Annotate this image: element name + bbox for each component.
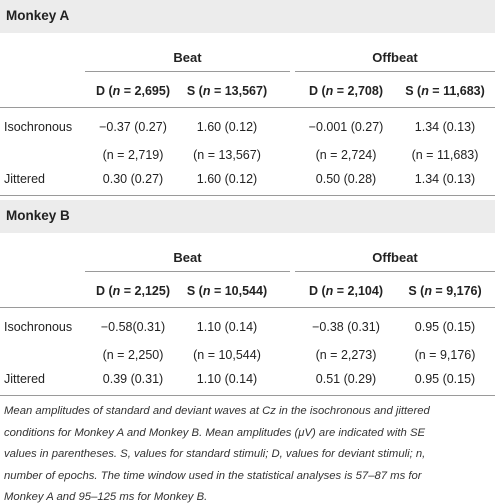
- group-header: Offbeat: [372, 250, 418, 265]
- section-title: Monkey A: [6, 8, 70, 23]
- column-header: S (n = 11,683): [390, 84, 495, 98]
- column-header-part: n: [202, 84, 211, 98]
- table-cell: 1.34 (0.13): [414, 172, 476, 186]
- table-cell: 1.10 (0.14): [196, 372, 258, 386]
- column-header: D (n = 2,695): [78, 84, 188, 98]
- column-header-part: = 2,708): [333, 84, 383, 98]
- column-header-part: n: [325, 84, 334, 98]
- table-cell: 0.95 (0.15): [414, 320, 476, 334]
- column-header-part: D (: [95, 284, 113, 298]
- column-header: D (n = 2,708): [291, 84, 401, 98]
- column-header-part: n: [421, 84, 429, 98]
- row-label: Isochronous: [4, 120, 73, 134]
- header-rule: [0, 307, 495, 308]
- table-cell: 0.51 (0.29): [315, 372, 377, 386]
- caption-line: conditions for Monkey A and Monkey B. Me…: [4, 426, 426, 439]
- group-header: Beat: [173, 50, 202, 65]
- group-header: Beat: [173, 250, 202, 265]
- table-cell: (n = 9,176): [414, 348, 476, 362]
- column-header-part: n: [112, 284, 121, 298]
- column-header-part: D (: [308, 84, 326, 98]
- column-header-part: = 11,683): [428, 84, 485, 98]
- column-header: D (n = 2,125): [78, 284, 188, 298]
- column-header-part: D (: [95, 84, 113, 98]
- table-cell: −0.001 (0.27): [308, 120, 384, 134]
- column-header: D (n = 2,104): [291, 284, 401, 298]
- caption-line: values in parentheses. S, values for sta…: [4, 448, 426, 460]
- table-cell: (n = 2,724): [315, 148, 377, 162]
- table-cell: 1.60 (0.12): [196, 120, 258, 134]
- column-header-part: n: [424, 284, 432, 298]
- section-band: [0, 0, 495, 33]
- table-cell: (n = 2,719): [102, 148, 164, 162]
- table-cell: −0.38 (0.31): [312, 320, 380, 334]
- caption-line: number of epochs. The time window used i…: [4, 469, 422, 482]
- section-rule: [0, 195, 495, 196]
- column-header-part: S (: [405, 84, 422, 98]
- column-header-part: S (: [186, 84, 203, 98]
- section-title: Monkey B: [6, 208, 70, 223]
- row-label: Isochronous: [4, 320, 73, 334]
- column-header-part: = 2,695): [120, 84, 170, 98]
- table-cell: 0.39 (0.31): [102, 372, 164, 386]
- column-header-part: = 13,567): [210, 84, 268, 98]
- group-rule: [295, 271, 495, 272]
- table-cell: −0.37 (0.27): [99, 120, 167, 134]
- table-cell: (n = 11,683): [411, 148, 479, 162]
- table-cell: 0.50 (0.28): [315, 172, 377, 186]
- caption-line: Monkey A and 95–125 ms for Monkey B.: [4, 491, 208, 503]
- column-header-part: = 9,176): [431, 284, 482, 298]
- table-cell: (n = 10,544): [193, 348, 261, 362]
- table-cell: −0.58(0.31): [100, 320, 166, 334]
- column-header-part: n: [202, 284, 211, 298]
- group-header: Offbeat: [372, 50, 418, 65]
- column-header-part: = 2,104): [333, 284, 383, 298]
- column-header-part: n: [325, 284, 334, 298]
- column-header-part: = 2,125): [120, 284, 170, 298]
- column-header-part: = 10,544): [210, 284, 268, 298]
- group-rule: [295, 71, 495, 72]
- column-header: S (n = 10,544): [172, 284, 282, 298]
- column-header-part: S (: [408, 284, 425, 298]
- column-header-part: D (: [308, 284, 326, 298]
- section-rule: [0, 395, 495, 396]
- table-cell: (n = 2,273): [315, 348, 377, 362]
- section-band: [0, 200, 495, 233]
- table-cell: 1.10 (0.14): [196, 320, 258, 334]
- table-cell: 0.95 (0.15): [414, 372, 476, 386]
- table-cell: 1.60 (0.12): [196, 172, 258, 186]
- table-cell: (n = 13,567): [193, 148, 261, 162]
- group-rule: [85, 271, 290, 272]
- column-header: S (n = 13,567): [172, 84, 282, 98]
- column-header-part: n: [112, 84, 121, 98]
- row-label: Jittered: [4, 172, 45, 186]
- row-label: Jittered: [4, 372, 45, 386]
- caption-line: Mean amplitudes of standard and deviant …: [4, 405, 430, 417]
- table-cell: 1.34 (0.13): [414, 120, 476, 134]
- table-cell: (n = 2,250): [102, 348, 164, 362]
- group-rule: [85, 71, 290, 72]
- column-header: S (n = 9,176): [390, 284, 495, 298]
- header-rule: [0, 107, 495, 108]
- column-header-part: S (: [186, 284, 203, 298]
- table-cell: 0.30 (0.27): [102, 172, 164, 186]
